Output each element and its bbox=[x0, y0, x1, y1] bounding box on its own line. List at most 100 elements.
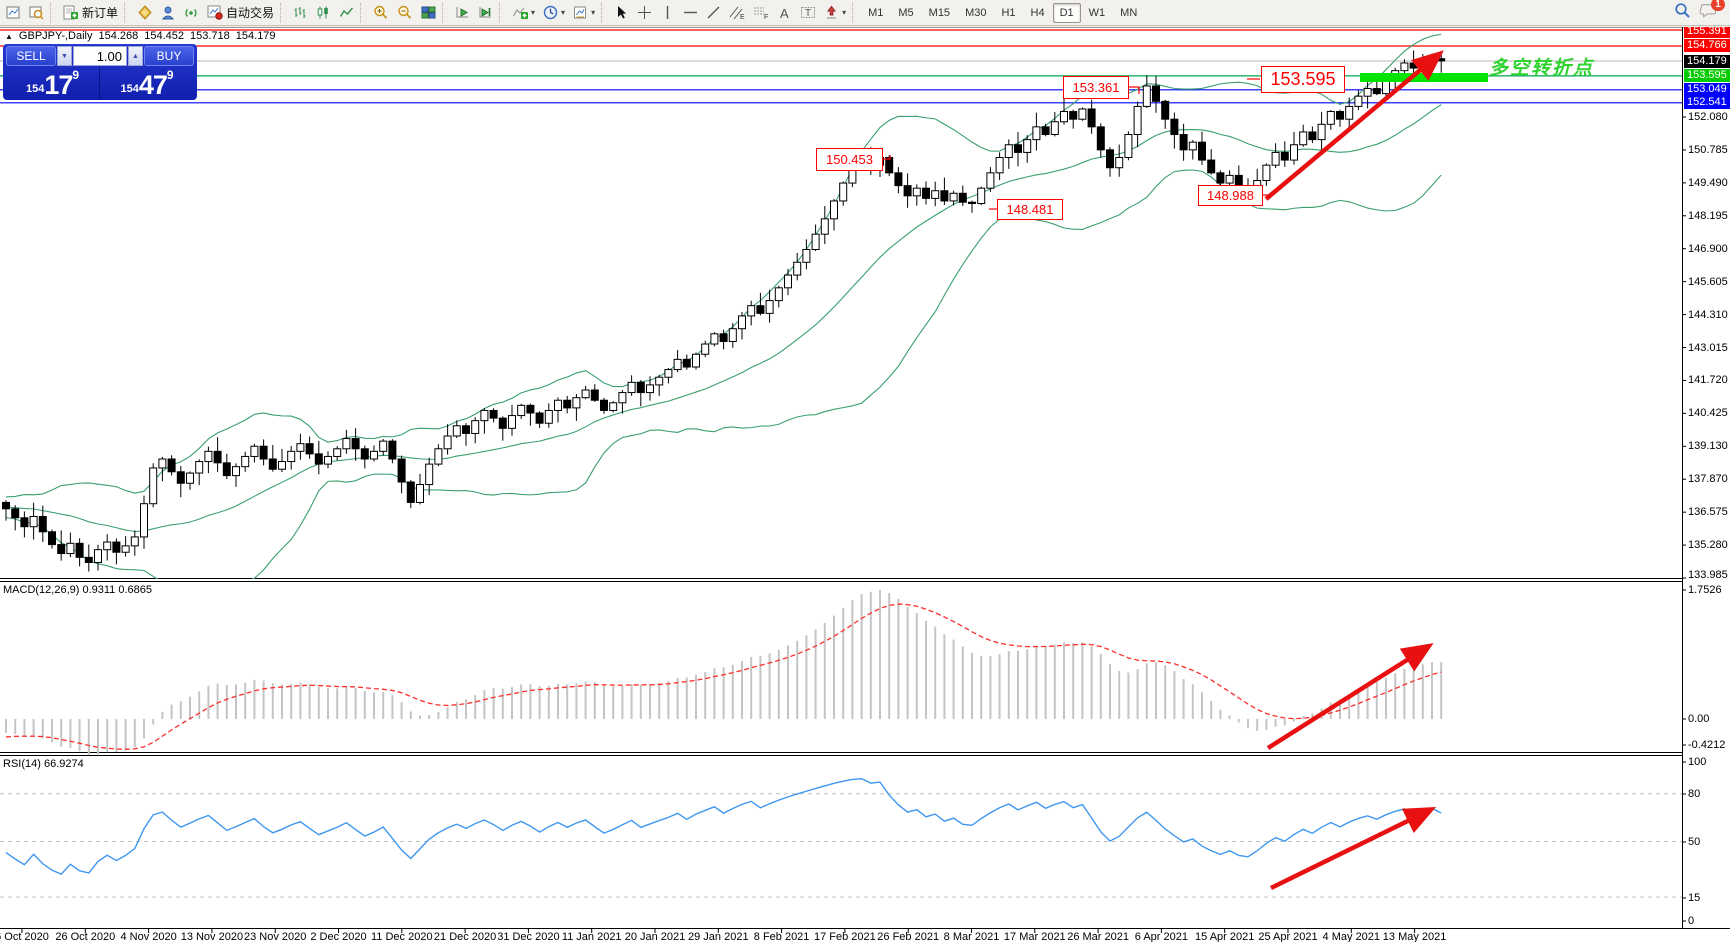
timeframe-d1[interactable]: D1 bbox=[1052, 2, 1081, 23]
community-button[interactable] bbox=[157, 2, 180, 24]
trendline-button[interactable] bbox=[702, 2, 725, 24]
cn-annotation[interactable]: 多空转折点 bbox=[1489, 58, 1595, 79]
trend-arrow-macd[interactable] bbox=[1266, 643, 1434, 750]
buy-price[interactable]: 154 47 9 bbox=[100, 67, 194, 99]
axis-tick-label: 140.425 bbox=[1688, 407, 1728, 420]
equidistant-channel-button[interactable]: E bbox=[725, 2, 749, 24]
sell-button[interactable]: SELL bbox=[6, 46, 56, 66]
price-callout[interactable]: 148.988 bbox=[1198, 185, 1263, 206]
price-badge: 154.766 bbox=[1684, 39, 1730, 52]
chart-title: ▲ GBPJPY-,Daily 154.268 154.452 153.718 … bbox=[5, 30, 276, 42]
toolbar-separator bbox=[50, 2, 56, 23]
timeframe-m1[interactable]: M1 bbox=[868, 6, 884, 19]
new-order-button[interactable]: 新订单 bbox=[59, 2, 122, 24]
toolbar-separator bbox=[280, 2, 286, 23]
axis-tick-label: 0.00 bbox=[1688, 713, 1710, 725]
crosshair-icon bbox=[637, 5, 652, 20]
date-tick-label: 21 Dec 2020 bbox=[433, 931, 497, 942]
axis-tick-label: 135.280 bbox=[1688, 539, 1728, 552]
axis-tick-label: 148.195 bbox=[1688, 209, 1728, 222]
trend-arrow-rsi[interactable] bbox=[1270, 807, 1437, 891]
chevron-down-icon: ▼ bbox=[61, 52, 68, 60]
chart-canvas[interactable] bbox=[0, 27, 1730, 942]
tile-windows-button[interactable] bbox=[417, 2, 440, 24]
crosshair-button[interactable] bbox=[633, 2, 656, 24]
text-button[interactable]: A bbox=[773, 2, 796, 24]
periods-button[interactable]: ▾ bbox=[539, 2, 569, 24]
shapes-arrows-icon bbox=[824, 5, 839, 20]
text-label-button[interactable]: T bbox=[796, 2, 820, 24]
notifications-button[interactable]: 1 bbox=[1699, 0, 1725, 24]
volume-input[interactable]: 1.00 bbox=[73, 46, 127, 66]
indicators-button[interactable]: ▾ bbox=[508, 2, 539, 24]
one-click-trading-panel: SELL ▼ 1.00 ▲ BUY 154 17 9 154 47 9 bbox=[3, 44, 197, 100]
collapse-panel-icon[interactable]: ▲ bbox=[5, 31, 13, 41]
trend-arrow-main[interactable] bbox=[1264, 50, 1444, 201]
sell-price[interactable]: 154 17 9 bbox=[6, 67, 100, 99]
zoom-in-button[interactable] bbox=[369, 2, 393, 24]
date-tick-label: 13 Nov 2020 bbox=[180, 931, 244, 942]
date-tick-label: 26 Oct 2020 bbox=[55, 931, 116, 942]
bar-chart-button[interactable] bbox=[289, 2, 312, 24]
shapes-button[interactable]: ▾ bbox=[820, 2, 850, 24]
auto-trading-label: 自动交易 bbox=[226, 6, 275, 20]
symbol-period-label: GBPJPY-,Daily bbox=[18, 30, 93, 42]
indicators-icon bbox=[512, 5, 529, 20]
axis-tick-label: 141.720 bbox=[1688, 374, 1728, 387]
axis-tick-label: 149.490 bbox=[1688, 176, 1728, 189]
timeframe-mn[interactable]: MN bbox=[1120, 6, 1138, 19]
new-chart-button[interactable] bbox=[2, 2, 25, 24]
zoom-out-button[interactable] bbox=[393, 2, 417, 24]
chevron-up-icon: ▲ bbox=[132, 52, 139, 60]
search-icon[interactable] bbox=[1674, 2, 1691, 24]
timeframe-m15[interactable]: M15 bbox=[928, 6, 951, 19]
date-tick-label: 23 Nov 2020 bbox=[243, 931, 307, 942]
price-callout[interactable]: 148.481 bbox=[997, 199, 1063, 220]
date-tick-label: 6 Apr 2021 bbox=[1134, 931, 1188, 942]
axis-tick-label: 80 bbox=[1688, 788, 1701, 800]
timeframe-m30[interactable]: M30 bbox=[965, 6, 987, 19]
svg-text:A: A bbox=[780, 6, 789, 20]
timeframe-h1[interactable]: H1 bbox=[1001, 6, 1016, 19]
auto-scroll-button[interactable] bbox=[451, 2, 474, 24]
macd-label: MACD(12,26,9) 0.9311 0.6865 bbox=[3, 584, 152, 596]
horizontal-line-icon bbox=[683, 8, 698, 17]
horizontal-line-button[interactable] bbox=[679, 2, 702, 24]
app-market-button[interactable] bbox=[133, 2, 157, 24]
buy-button[interactable]: BUY bbox=[144, 46, 194, 66]
volume-increase-button[interactable]: ▲ bbox=[128, 46, 143, 66]
auto-scroll-icon bbox=[455, 5, 470, 20]
vertical-line-button[interactable] bbox=[656, 2, 679, 24]
axis-tick-label: 1.7526 bbox=[1688, 584, 1722, 596]
new-chart-icon bbox=[6, 5, 21, 20]
timeframe-w1[interactable]: W1 bbox=[1088, 6, 1106, 19]
equidistant-channel-icon: E bbox=[729, 5, 745, 20]
sell-price-point: 9 bbox=[72, 68, 80, 82]
signals-button[interactable] bbox=[180, 2, 203, 24]
price-callout[interactable]: 153.361 bbox=[1063, 76, 1129, 99]
auto-trading-button[interactable]: 自动交易 bbox=[203, 2, 278, 24]
candlestick-chart-button[interactable] bbox=[312, 2, 335, 24]
chart-shift-button[interactable] bbox=[474, 2, 497, 24]
cursor-button[interactable] bbox=[610, 2, 633, 24]
date-tick-label: 13 May 2021 bbox=[1382, 931, 1447, 942]
ohlc-open: 154.268 bbox=[98, 30, 139, 42]
app-market-icon bbox=[137, 5, 153, 20]
axis-tick-label: -0.4212 bbox=[1688, 739, 1726, 751]
templates-button[interactable]: ▾ bbox=[569, 2, 599, 24]
price-callout[interactable]: 153.595 bbox=[1261, 66, 1345, 93]
timeframe-m5[interactable]: M5 bbox=[898, 6, 914, 19]
breakout-highlight-bar[interactable] bbox=[1360, 73, 1488, 82]
chart-preview-button[interactable] bbox=[25, 2, 48, 24]
periods-clock-icon bbox=[543, 5, 558, 20]
price-callout[interactable]: 150.453 bbox=[816, 148, 883, 171]
trendline-icon bbox=[706, 5, 721, 20]
zoom-out-icon bbox=[397, 5, 413, 20]
line-chart-button[interactable] bbox=[335, 2, 358, 24]
fibonacci-button[interactable]: F bbox=[749, 2, 773, 24]
date-tick-label: 11 Jan 2021 bbox=[561, 931, 622, 942]
timeframe-h4[interactable]: H4 bbox=[1030, 6, 1045, 19]
date-tick-label: 31 Dec 2020 bbox=[497, 931, 560, 942]
axis-tick-label: 145.605 bbox=[1688, 275, 1728, 288]
volume-decrease-button[interactable]: ▼ bbox=[57, 46, 72, 66]
